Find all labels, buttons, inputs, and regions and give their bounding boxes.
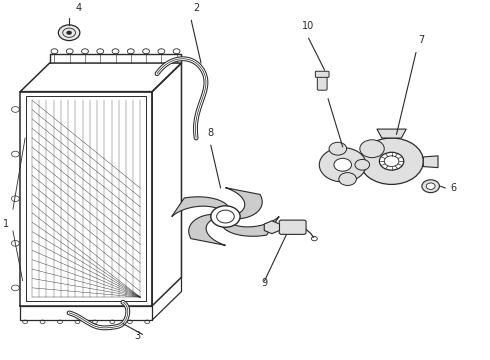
Circle shape — [360, 138, 423, 184]
Polygon shape — [264, 221, 279, 234]
Circle shape — [319, 148, 366, 182]
FancyBboxPatch shape — [279, 220, 306, 234]
Text: 7: 7 — [418, 35, 424, 45]
Circle shape — [211, 206, 240, 227]
Text: 1: 1 — [2, 219, 9, 229]
Text: 10: 10 — [302, 21, 315, 31]
Circle shape — [360, 140, 384, 158]
Circle shape — [58, 25, 80, 41]
Polygon shape — [377, 129, 406, 138]
Circle shape — [379, 152, 404, 170]
Text: 6: 6 — [450, 183, 456, 193]
Circle shape — [339, 173, 356, 185]
Circle shape — [334, 158, 351, 171]
Circle shape — [329, 142, 346, 155]
Text: 4: 4 — [76, 3, 82, 13]
Text: 2: 2 — [193, 3, 199, 13]
FancyBboxPatch shape — [318, 76, 327, 90]
Polygon shape — [172, 197, 230, 216]
Polygon shape — [221, 216, 279, 236]
Text: 3: 3 — [134, 332, 141, 341]
Polygon shape — [225, 188, 262, 219]
Text: 9: 9 — [262, 278, 268, 288]
Text: 8: 8 — [208, 128, 214, 138]
Polygon shape — [423, 156, 438, 168]
Circle shape — [422, 180, 440, 193]
Text: 5: 5 — [320, 82, 326, 91]
Circle shape — [426, 183, 435, 189]
Polygon shape — [189, 214, 225, 246]
FancyBboxPatch shape — [316, 71, 329, 77]
Circle shape — [355, 159, 369, 170]
Circle shape — [67, 31, 72, 35]
